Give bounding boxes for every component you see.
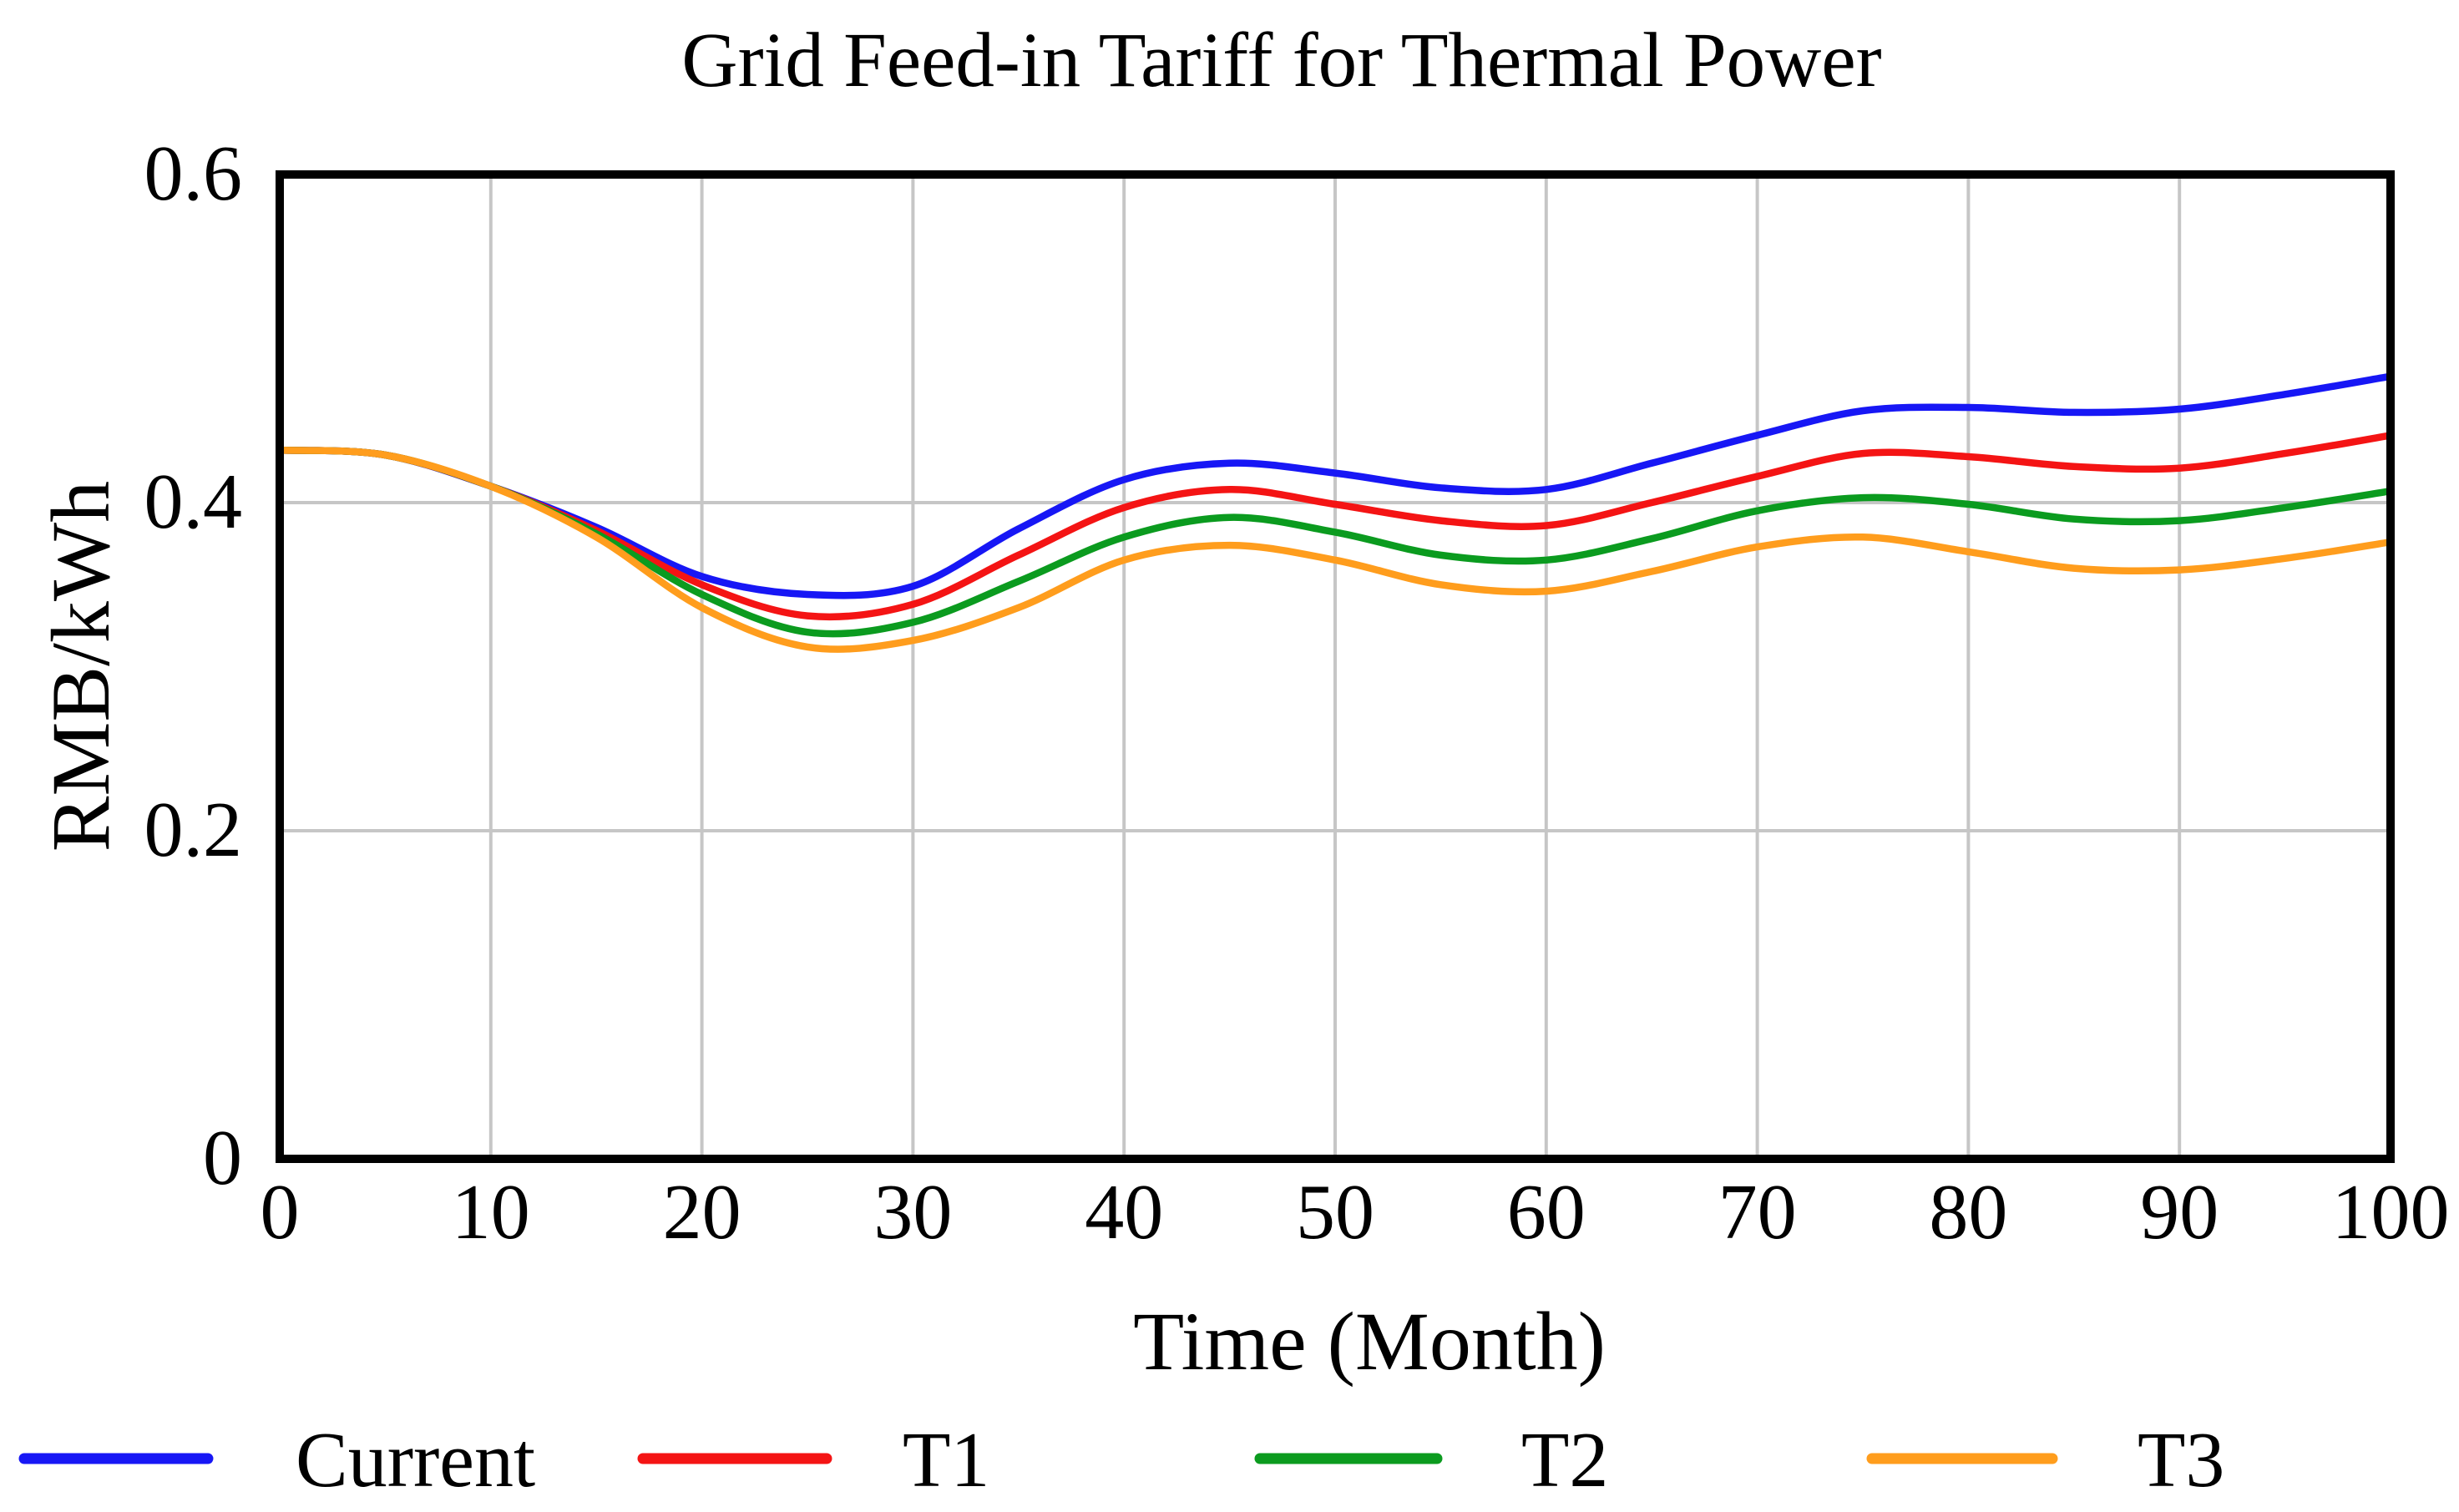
x-tick-label: 80 (1929, 1169, 2007, 1256)
legend-label-t2: T2 (1521, 1417, 1608, 1504)
y-axis-title: RMB/kWh (34, 481, 127, 852)
gridlines (280, 174, 2391, 1159)
x-tick-label: 50 (1296, 1169, 1374, 1256)
legend-item-t1: T1 (637, 1417, 989, 1504)
plot-area-border (276, 170, 2395, 1163)
legend: Current T1 T2 T3 (18, 1417, 2224, 1504)
legend-label-t3: T3 (2138, 1417, 2224, 1504)
y-tick-label: 0.4 (144, 458, 243, 545)
legend-label-current: Current (296, 1417, 535, 1504)
y-tick-label: 0.6 (144, 130, 243, 217)
y-tick-label: 0.2 (144, 786, 243, 873)
series-line-t2 (276, 446, 2395, 638)
legend-item-current: Current (18, 1417, 535, 1504)
x-tick-label: 60 (1507, 1169, 1586, 1256)
series-line-current (276, 372, 2395, 599)
x-tick-label: 30 (873, 1169, 952, 1256)
x-tick-label: 100 (2332, 1169, 2450, 1256)
x-tick-label: 90 (2140, 1169, 2219, 1256)
x-tick-label: 40 (1085, 1169, 1163, 1256)
y-tick-label: 0 (203, 1115, 242, 1201)
x-tick-label: 0 (261, 1169, 300, 1256)
chart-title: Grid Feed-in Tariff for Thermal Power (681, 18, 1881, 104)
legend-item-t2: T2 (1254, 1417, 1608, 1504)
y-axis-tick-labels: 0 0.2 0.4 0.6 (144, 130, 243, 1201)
legend-item-t3: T3 (1866, 1417, 2224, 1504)
x-tick-label: 70 (1718, 1169, 1797, 1256)
series-lines (276, 372, 2395, 653)
x-axis-tick-labels: 0 10 20 30 40 50 60 70 80 90 100 (261, 1169, 2450, 1256)
series-line-t1 (276, 432, 2395, 621)
x-tick-label: 10 (452, 1169, 530, 1256)
legend-label-t1: T1 (903, 1417, 989, 1504)
x-tick-label: 20 (663, 1169, 741, 1256)
x-axis-title: Time (Month) (1133, 1295, 1606, 1388)
series-line-t3 (276, 446, 2395, 653)
